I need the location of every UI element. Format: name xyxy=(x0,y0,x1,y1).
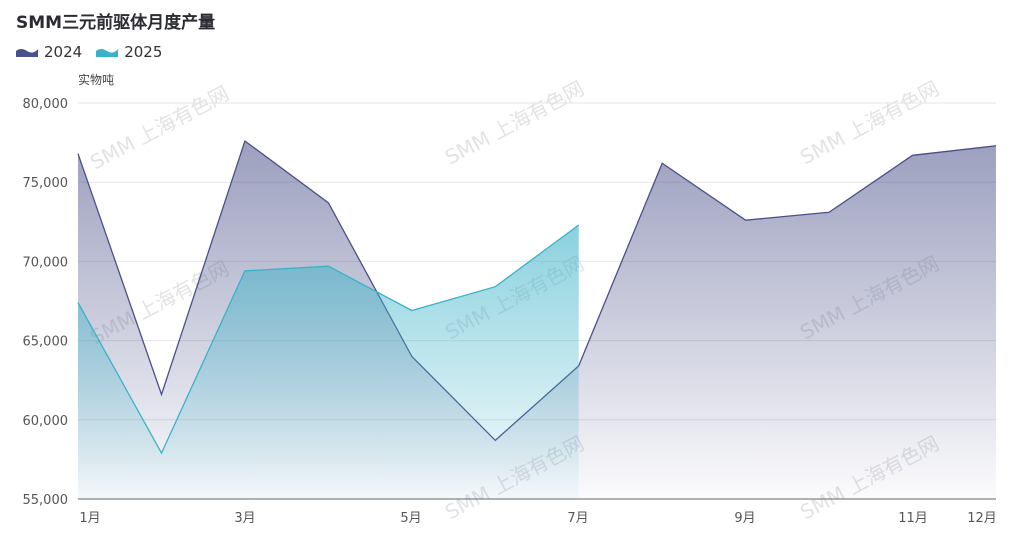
x-tick-label: 12月 xyxy=(967,511,997,526)
x-tick-label: 7月 xyxy=(567,511,588,526)
watermark-text: SMM 上海有色网 xyxy=(86,81,233,174)
y-tick-label: 70,000 xyxy=(23,255,69,270)
legend-label-2024: 2024 xyxy=(44,43,83,61)
x-tick-label: 11月 xyxy=(898,511,928,526)
y-tick-label: 60,000 xyxy=(23,414,69,429)
y-axis-unit: 实物吨 xyxy=(78,73,115,87)
legend-swatch-2025 xyxy=(96,49,119,57)
x-tick-label: 3月 xyxy=(234,511,255,526)
series-area-2025 xyxy=(78,225,579,499)
legend: 2024 2025 xyxy=(16,43,162,61)
series-group xyxy=(77,139,997,499)
y-tick-label: 55,000 xyxy=(23,493,69,508)
legend-swatch-2024 xyxy=(16,49,38,57)
x-tick-label: 9月 xyxy=(734,511,755,526)
x-tick-label: 1月 xyxy=(79,511,100,526)
watermark-text: SMM 上海有色网 xyxy=(441,76,588,169)
chart-title: SMM三元前驱体月度产量 xyxy=(16,13,216,33)
legend-label-2025: 2025 xyxy=(124,43,163,61)
y-tick-label: 80,000 xyxy=(23,97,69,112)
legend-item-2025[interactable]: 2025 xyxy=(96,43,162,61)
series-line-2025 xyxy=(77,224,580,455)
y-tick-label: 65,000 xyxy=(23,335,69,350)
axes: 80,000 75,000 70,000 65,000 60,000 55,000 1月 3月… xyxy=(23,97,997,526)
y-tick-label: 75,000 xyxy=(23,176,69,191)
legend-item-2024[interactable]: 2024 xyxy=(16,43,82,61)
x-tick-label: 5月 xyxy=(400,511,421,526)
